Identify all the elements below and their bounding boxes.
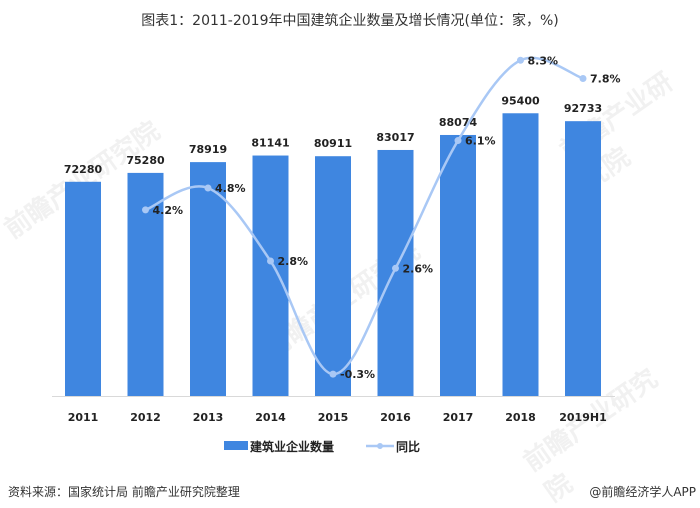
bar-2018 (502, 113, 539, 396)
bar-label-2018: 95400 (501, 94, 540, 107)
bar-2016 (377, 149, 414, 396)
bar-label-2012: 75280 (126, 154, 165, 167)
bar-2017 (440, 134, 476, 396)
line-label-2014: 2.8% (278, 255, 309, 268)
line-point-2018 (517, 56, 524, 64)
x-tick-label: 2017 (443, 411, 474, 424)
line-point-2012 (142, 206, 149, 214)
chart-title: 图表1：2011-2019年中国建筑企业数量及增长情况(单位：家，%) (141, 13, 559, 29)
bar-label-2013: 78919 (189, 143, 227, 156)
line-label-2019H1: 7.8% (590, 73, 621, 86)
line-series-yoy (144, 56, 584, 376)
line-label-2018: 8.3% (528, 54, 559, 67)
legend-line-marker (377, 443, 383, 449)
x-tick-label: 2013 (193, 411, 224, 424)
x-tick-label: 2019H1 (559, 411, 606, 424)
legend-line-label: 同比 (396, 439, 420, 454)
x-tick-label: 2015 (318, 411, 349, 424)
x-tick-label: 2016 (380, 411, 411, 424)
x-tick-label: 2018 (505, 411, 536, 424)
line-point-2017 (454, 137, 462, 145)
line-label-2017: 6.1% (465, 135, 496, 148)
bar-2014 (252, 155, 289, 396)
credit: @前瞻经济学人APP (589, 485, 696, 499)
bar-label-2019H1: 92733 (564, 102, 602, 115)
line-label-2015: -0.3% (340, 368, 375, 381)
legend-bar-swatch (224, 441, 248, 450)
bar-label-2011: 72280 (64, 163, 103, 176)
line-point-2016 (392, 264, 399, 272)
line-point-2014 (267, 257, 274, 265)
line-label-2013: 4.8% (215, 182, 246, 195)
source-note: 资料来源：国家统计局 前瞻产业研究院整理 (8, 485, 240, 499)
bar-2011 (65, 181, 101, 396)
line-label-2012: 4.2% (153, 204, 184, 217)
bar-2019H1 (565, 121, 601, 397)
bar-label-2014: 81141 (251, 137, 289, 150)
bar-2015 (315, 156, 351, 396)
legend-bar-label: 建筑业企业数量 (249, 439, 334, 454)
bar-label-2015: 80911 (314, 137, 352, 150)
x-tick-label: 2011 (68, 411, 99, 424)
line-label-2016: 2.6% (403, 262, 434, 275)
x-tick-label: 2012 (130, 411, 161, 424)
line-point-2015 (329, 370, 337, 378)
line-point-2019H1 (579, 75, 587, 82)
bar-2013 (190, 162, 226, 396)
bar-label-2016: 83017 (376, 131, 414, 144)
line-point-2013 (204, 184, 212, 192)
x-tick-label: 2014 (255, 411, 286, 424)
